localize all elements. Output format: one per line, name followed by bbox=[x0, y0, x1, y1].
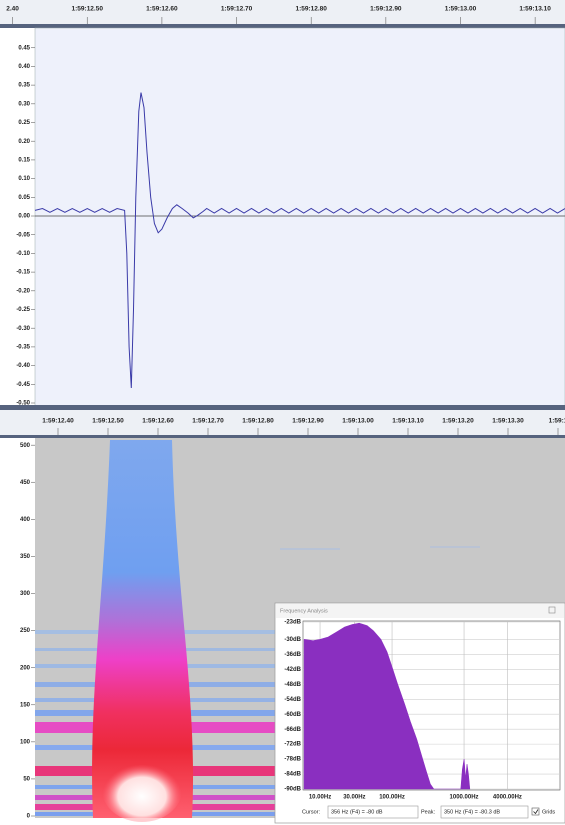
x-tick-label: 1000.00Hz bbox=[450, 795, 479, 801]
y-tick-label: -0.40 bbox=[16, 363, 30, 369]
y-tick-label: 0.40 bbox=[18, 64, 30, 70]
ruler-label: 1:59:13.10 bbox=[519, 6, 551, 13]
ruler-label: 1:59:12.50 bbox=[92, 418, 124, 425]
peak-label: Peak: bbox=[421, 809, 436, 815]
ruler-label: 1:59:1 bbox=[549, 418, 565, 425]
ruler-label: 1:59:12.40 bbox=[42, 418, 74, 425]
separator bbox=[0, 405, 565, 410]
y-tick-label: -0.35 bbox=[16, 344, 30, 350]
y-tick-label: 500 bbox=[20, 443, 31, 449]
y-tick-label: -0.25 bbox=[16, 307, 30, 313]
y-tick-label: -0.20 bbox=[16, 288, 30, 294]
ruler-label: 2.40 bbox=[6, 6, 19, 13]
spectrogram-ruler bbox=[0, 410, 565, 436]
y-tick-label: 450 bbox=[20, 480, 31, 486]
y-tick-label: -0.10 bbox=[16, 251, 30, 257]
ruler-label: 1:59:13.00 bbox=[445, 6, 477, 13]
y-tick-label: -60dB bbox=[284, 712, 301, 718]
y-tick-label: 0.10 bbox=[18, 176, 30, 182]
grids-label: Grids bbox=[542, 809, 555, 815]
ruler-label: 1:59:13.00 bbox=[342, 418, 374, 425]
y-tick-label: -78dB bbox=[284, 757, 301, 763]
y-tick-label: -48dB bbox=[284, 682, 301, 688]
ruler-label: 1:59:13.30 bbox=[492, 418, 524, 425]
y-tick-label: -0.30 bbox=[16, 326, 30, 332]
ruler-label: 1:59:12.60 bbox=[142, 418, 174, 425]
page: 2.40 1:59:12.50 1:59:12.60 1:59:12.70 1:59:1… bbox=[0, 0, 565, 825]
ruler-label: 1:59:12.50 bbox=[72, 6, 104, 13]
y-tick-label: 0.30 bbox=[18, 101, 30, 107]
y-tick-label: -0.15 bbox=[16, 270, 30, 276]
cursor-value: 356 Hz (F4) = -80 dB bbox=[331, 809, 383, 815]
y-tick-label: 350 bbox=[20, 554, 31, 560]
y-tick-label: 400 bbox=[20, 517, 31, 523]
y-tick-label: -23dB bbox=[284, 620, 301, 626]
y-tick-label: -90dB bbox=[284, 787, 301, 793]
screen: 2.40 1:59:12.50 1:59:12.60 1:59:12.70 1:59:1… bbox=[0, 0, 565, 825]
peak-value: 350 Hz (F4) = -80.3 dB bbox=[444, 809, 500, 815]
y-tick-label: 50 bbox=[23, 776, 30, 782]
frequency-analysis-window: Frequency Analysis -23dB -30dB -36dB -42dB -… bbox=[275, 603, 565, 823]
x-tick-label: 30.00Hz bbox=[343, 795, 365, 801]
ruler-label: 1:59:13.10 bbox=[392, 418, 424, 425]
waveform-panel bbox=[35, 28, 565, 406]
y-tick-label: -0.05 bbox=[16, 232, 30, 238]
ruler-label: 1:59:13.20 bbox=[442, 418, 474, 425]
ruler-label: 1:59:12.80 bbox=[295, 6, 327, 13]
y-tick-label: -0.45 bbox=[16, 382, 30, 388]
y-tick-label: 300 bbox=[20, 591, 31, 597]
cursor-label: Cursor: bbox=[302, 809, 321, 815]
y-tick-label: 200 bbox=[20, 665, 31, 671]
ruler-label: 1:59:12.70 bbox=[221, 6, 253, 13]
ruler-label: 1:59:12.90 bbox=[292, 418, 324, 425]
y-tick-label: -30dB bbox=[284, 637, 301, 643]
x-tick-label: 4000.00Hz bbox=[493, 795, 522, 801]
ruler-label: 1:59:12.80 bbox=[242, 418, 274, 425]
y-tick-label: -42dB bbox=[284, 667, 301, 673]
y-tick-label: -54dB bbox=[284, 697, 301, 703]
y-tick-label: 0.00 bbox=[18, 214, 30, 220]
y-tick-label: -66dB bbox=[284, 727, 301, 733]
y-tick-label: 0.45 bbox=[18, 45, 30, 51]
window-title: Frequency Analysis bbox=[280, 608, 328, 614]
y-tick-label: 100 bbox=[20, 739, 31, 745]
y-tick-label: -84dB bbox=[284, 772, 301, 778]
separator bbox=[0, 435, 565, 438]
ruler-label: 1:59:12.60 bbox=[146, 6, 178, 13]
x-tick-label: 10.00Hz bbox=[309, 795, 331, 801]
y-tick-label: 0.35 bbox=[18, 83, 30, 89]
x-tick-label: 100.00Hz bbox=[379, 795, 405, 801]
y-tick-label: 0.15 bbox=[18, 157, 30, 163]
separator bbox=[0, 24, 565, 28]
ruler-label: 1:59:12.70 bbox=[192, 418, 224, 425]
y-tick-label: 0.20 bbox=[18, 139, 30, 145]
y-tick-label: -72dB bbox=[284, 742, 301, 748]
y-tick-label: 0.25 bbox=[18, 120, 30, 126]
ruler-label: 1:59:12.90 bbox=[370, 6, 402, 13]
y-tick-label: -36dB bbox=[284, 652, 301, 658]
y-tick-label: 0.05 bbox=[18, 195, 30, 201]
y-tick-label: 150 bbox=[20, 702, 31, 708]
y-tick-label: 250 bbox=[20, 628, 31, 634]
